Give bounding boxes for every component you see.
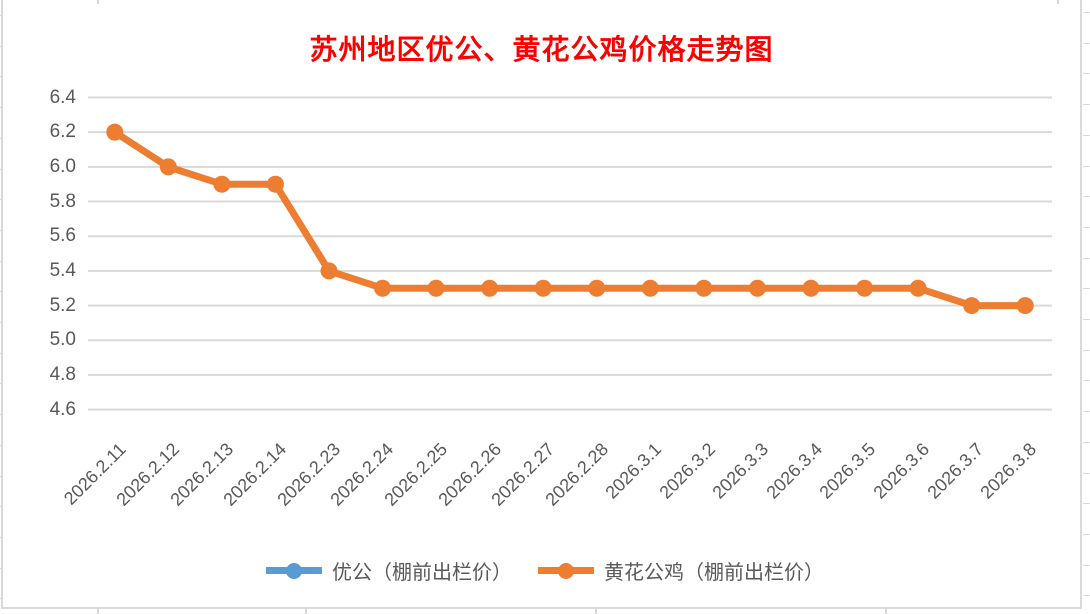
legend-dot-icon [558, 562, 574, 579]
cell-gridline-stub [0, 107, 2, 109]
legend-line-marker-orange [538, 562, 594, 579]
y-tick-label: 6.2 [49, 121, 76, 143]
cell-gridline-stub [0, 598, 2, 600]
cell-gridline-stub [0, 15, 2, 16]
y-tick-label: 6.4 [49, 86, 76, 108]
legend-label: 黄花公鸡（棚前出栏价） [604, 560, 824, 584]
cell-gridline-stub [0, 506, 2, 508]
cell-gridline-stub [0, 291, 2, 293]
cell-gridline-stub [0, 229, 2, 231]
cell-gridline-stub [0, 475, 2, 477]
cell-gridline-stub [0, 383, 2, 385]
cell-gridline-stub [1083, 226, 1090, 228]
cell-gridline-stub [1083, 104, 1090, 106]
y-tick-label: 4.8 [49, 363, 76, 385]
cell-gridline-stub [1083, 564, 1090, 566]
legend-item-huanghua[interactable]: 黄花公鸡（棚前出栏价） [538, 556, 824, 585]
cell-gridline-stub [885, 609, 887, 614]
cell-gridline-stub [0, 536, 2, 538]
cell-gridline-stub [1083, 257, 1090, 259]
cell-gridline-stub [0, 322, 2, 323]
cell-gridline-stub [1083, 380, 1090, 382]
cell-gridline-stub [1083, 12, 1090, 13]
cell-gridline-stub [1083, 349, 1090, 351]
legend-dot-icon [286, 562, 302, 579]
cell-gridline-stub [1083, 503, 1090, 505]
y-tick-label: 6.0 [49, 155, 76, 177]
cell-gridline-stub [1083, 472, 1090, 474]
cell-gridline-stub [97, 0, 99, 4]
cell-gridline-stub [0, 352, 2, 354]
cell-gridline-stub [1083, 411, 1090, 413]
y-tick-label: 5.2 [49, 294, 76, 316]
cell-gridline-stub [1083, 196, 1090, 198]
cell-gridline-stub [1057, 0, 1059, 4]
cell-gridline-stub [1083, 134, 1090, 136]
cell-gridline-stub [0, 199, 2, 201]
legend-label: 优公（棚前出栏价） [332, 560, 512, 584]
cell-gridline-stub [0, 260, 2, 262]
cell-gridline-stub [0, 137, 2, 139]
cell-gridline-stub [1083, 288, 1090, 290]
chart-title: 苏州地区优公、黄花公鸡价格走势图 [309, 33, 774, 66]
y-tick-label: 5.8 [49, 190, 76, 212]
y-tick-label: 4.6 [49, 398, 76, 420]
y-tick-label: 5.0 [49, 329, 76, 351]
cell-gridline-stub [0, 76, 2, 78]
cell-gridline-stub [1083, 42, 1090, 44]
y-tick-label: 5.6 [49, 225, 76, 247]
y-tick-label: 5.4 [49, 259, 76, 281]
legend-line-marker-blue [266, 562, 322, 579]
legend: 优公（棚前出栏价） 黄花公鸡（棚前出栏价） [0, 556, 1090, 585]
cell-gridline-stub [0, 414, 2, 416]
cell-gridline-stub [1083, 319, 1090, 320]
cell-gridline-stub [1083, 595, 1090, 597]
cell-gridline-stub [0, 45, 2, 47]
cell-gridline-stub [1083, 441, 1090, 443]
cell-gridline-stub [305, 609, 307, 614]
cell-gridline-stub [1083, 165, 1090, 167]
cell-gridline-stub [0, 567, 2, 569]
cell-gridline-stub [0, 444, 2, 446]
cell-gridline-stub [0, 168, 2, 170]
legend-item-yougong[interactable]: 优公（棚前出栏价） [266, 556, 512, 585]
cell-gridline-stub [97, 609, 99, 614]
cell-gridline-stub [1083, 73, 1090, 75]
cell-gridline-stub [595, 609, 597, 614]
cell-gridline-stub [1083, 533, 1090, 535]
